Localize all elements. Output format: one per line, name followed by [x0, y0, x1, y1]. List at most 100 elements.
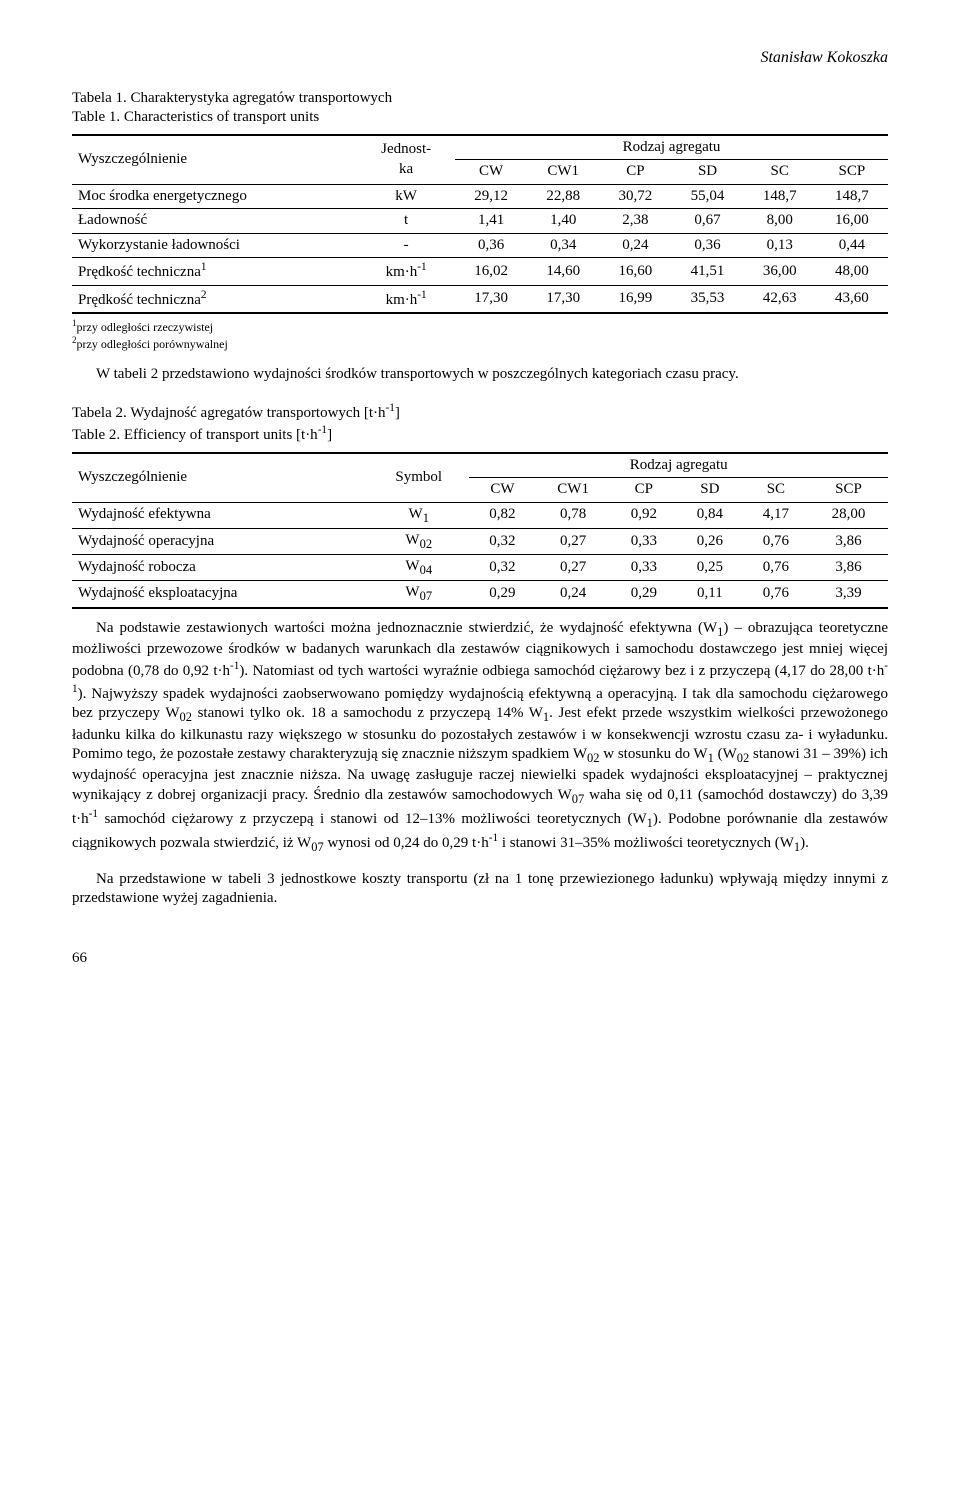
- table1-row-unit: km·h-1: [357, 258, 455, 286]
- table2-row-label: Wydajność operacyjna: [72, 528, 368, 554]
- table2-cell: 0,29: [611, 581, 677, 608]
- table1-row-label: Prędkość techniczna1: [72, 258, 357, 286]
- table1-row-unit: kW: [357, 184, 455, 209]
- table2-col: SCP: [809, 478, 888, 503]
- table1-cell: 22,88: [527, 184, 599, 209]
- table1-cell: 148,7: [816, 184, 888, 209]
- table2-cell: 0,11: [677, 581, 743, 608]
- table1-group-header: Rodzaj agregatu: [455, 135, 888, 160]
- table1-cell: 1,40: [527, 209, 599, 234]
- paragraph-3: Na przedstawione w tabeli 3 jednostkowe …: [72, 870, 888, 909]
- page-number: 66: [72, 949, 888, 969]
- table2-cell: 0,76: [743, 581, 809, 608]
- table1-col-spec: Wyszczególnienie: [72, 135, 357, 185]
- table1-cell: 17,30: [527, 285, 599, 313]
- table2-row-symbol: W02: [368, 528, 469, 554]
- table2-cell: 0,78: [535, 502, 610, 528]
- table1-note1: 1przy odległości rzeczywistej: [72, 318, 888, 334]
- table1-cell: 1,41: [455, 209, 527, 234]
- table1-col: CP: [599, 160, 671, 185]
- table1-cell: 0,34: [527, 233, 599, 258]
- table1: WyszczególnienieJednost-kaRodzaj agregat…: [72, 134, 888, 315]
- table2-cell: 0,76: [743, 528, 809, 554]
- table2-col: CW: [469, 478, 535, 503]
- paragraph-1: W tabeli 2 przedstawiono wydajności środ…: [72, 365, 888, 385]
- table1-cell: 43,60: [816, 285, 888, 313]
- table2-cell: 3,39: [809, 581, 888, 608]
- table2-cell: 3,86: [809, 528, 888, 554]
- table1-row-label: Wykorzystanie ładowności: [72, 233, 357, 258]
- table2-row-symbol: W1: [368, 502, 469, 528]
- table2-cell: 0,27: [535, 555, 610, 581]
- table2-row-symbol: W04: [368, 555, 469, 581]
- table1-cell: 0,36: [671, 233, 743, 258]
- table1-cell: 29,12: [455, 184, 527, 209]
- table1-note2: 2przy odległości porównywalnej: [72, 335, 888, 351]
- author-name: Stanisław Kokoszka: [760, 49, 888, 66]
- table2-cell: 0,92: [611, 502, 677, 528]
- table2-cell: 0,25: [677, 555, 743, 581]
- table2-col: SC: [743, 478, 809, 503]
- table1-row-label: Moc środka energetycznego: [72, 184, 357, 209]
- table1-cell: 148,7: [744, 184, 816, 209]
- table2-cell: 0,24: [535, 581, 610, 608]
- table1-cell: 42,63: [744, 285, 816, 313]
- table2-row-symbol: W07: [368, 581, 469, 608]
- table1-col-unit: Jednost-ka: [357, 135, 455, 185]
- table2-col: CW1: [535, 478, 610, 503]
- table2-cell: 0,76: [743, 555, 809, 581]
- table2-cell: 0,82: [469, 502, 535, 528]
- table1-cell: 0,13: [744, 233, 816, 258]
- table2-cell: 0,33: [611, 528, 677, 554]
- table1-cell: 0,44: [816, 233, 888, 258]
- table1-row-unit: km·h-1: [357, 285, 455, 313]
- table1-col: CW: [455, 160, 527, 185]
- table1-cell: 8,00: [744, 209, 816, 234]
- table1-row-unit: -: [357, 233, 455, 258]
- table1-cell: 17,30: [455, 285, 527, 313]
- table2-cell: 0,33: [611, 555, 677, 581]
- table2-caption-line2: Table 2. Efficiency of transport units […: [72, 423, 888, 446]
- paragraph-2: Na podstawie zestawionych wartości można…: [72, 619, 888, 856]
- table1-cell: 35,53: [671, 285, 743, 313]
- table1-cell: 0,24: [599, 233, 671, 258]
- table2-col-symbol: Symbol: [368, 453, 469, 503]
- table1-cell: 14,60: [527, 258, 599, 286]
- table2-cell: 0,27: [535, 528, 610, 554]
- table2-caption: Tabela 2. Wydajność agregatów transporto…: [72, 401, 888, 446]
- table1-col: SD: [671, 160, 743, 185]
- table2-cell: 28,00: [809, 502, 888, 528]
- table1-col: CW1: [527, 160, 599, 185]
- table1-cell: 36,00: [744, 258, 816, 286]
- table1-row-label: Ładowność: [72, 209, 357, 234]
- table1-cell: 0,67: [671, 209, 743, 234]
- table1-cell: 0,36: [455, 233, 527, 258]
- author-header: Stanisław Kokoszka: [72, 48, 888, 69]
- table1-col: SCP: [816, 160, 888, 185]
- table1-caption-line1: Tabela 1. Charakterystyka agregatów tran…: [72, 89, 888, 109]
- table2: WyszczególnienieSymbolRodzaj agregatuCWC…: [72, 452, 888, 609]
- table2-col-spec: Wyszczególnienie: [72, 453, 368, 503]
- table2-cell: 0,84: [677, 502, 743, 528]
- table1-cell: 16,02: [455, 258, 527, 286]
- table2-row-label: Wydajność robocza: [72, 555, 368, 581]
- table2-cell: 0,26: [677, 528, 743, 554]
- table2-row-label: Wydajność efektywna: [72, 502, 368, 528]
- table1-cell: 48,00: [816, 258, 888, 286]
- table1-caption-line2: Table 1. Characteristics of transport un…: [72, 108, 888, 128]
- table2-col: CP: [611, 478, 677, 503]
- table1-cell: 30,72: [599, 184, 671, 209]
- table1-cell: 41,51: [671, 258, 743, 286]
- table2-group-header: Rodzaj agregatu: [469, 453, 888, 478]
- table1-cell: 16,00: [816, 209, 888, 234]
- table1-row-unit: t: [357, 209, 455, 234]
- table1-cell: 16,60: [599, 258, 671, 286]
- table1-cell: 16,99: [599, 285, 671, 313]
- table1-cell: 2,38: [599, 209, 671, 234]
- table2-cell: 0,29: [469, 581, 535, 608]
- table2-cell: 0,32: [469, 528, 535, 554]
- table1-notes: 1przy odległości rzeczywistej 2przy odle…: [72, 318, 888, 351]
- table2-caption-line1: Tabela 2. Wydajność agregatów transporto…: [72, 401, 888, 424]
- table1-row-label: Prędkość techniczna2: [72, 285, 357, 313]
- table2-cell: 3,86: [809, 555, 888, 581]
